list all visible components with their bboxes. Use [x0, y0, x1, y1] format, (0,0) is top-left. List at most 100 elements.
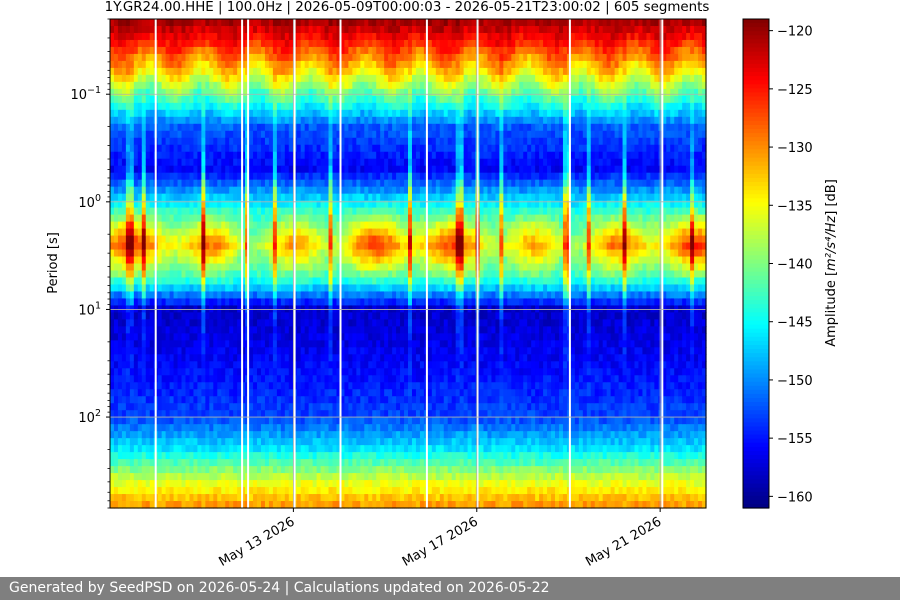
- heatmap-cell: [316, 228, 322, 237]
- heatmap-cell: [189, 466, 195, 474]
- heatmap-cell: [284, 81, 290, 90]
- heatmap-cell: [237, 368, 242, 376]
- heatmap-cell: [145, 228, 151, 237]
- heatmap-cell: [201, 319, 206, 327]
- heatmap-cell: [388, 361, 393, 369]
- heatmap-cell: [376, 116, 381, 125]
- heatmap-cell: [364, 445, 369, 453]
- heatmap-cell: [221, 53, 226, 62]
- heatmap-cell: [185, 95, 191, 104]
- heatmap-cell: [316, 214, 322, 223]
- heatmap-cell: [201, 501, 206, 509]
- heatmap-cell: [221, 452, 226, 460]
- heatmap-cell: [260, 424, 266, 432]
- heatmap-cell: [284, 74, 290, 83]
- heatmap-cell: [300, 277, 306, 286]
- heatmap-cell: [221, 382, 226, 390]
- heatmap-cell: [213, 480, 218, 488]
- heatmap-cell: [268, 347, 274, 355]
- heatmap-cell: [328, 375, 334, 383]
- heatmap-cell: [165, 326, 171, 334]
- heatmap-cell: [121, 200, 127, 209]
- heatmap-cell: [253, 403, 258, 411]
- heatmap-cell: [364, 263, 369, 272]
- heatmap-cell: [308, 25, 314, 34]
- heatmap-cell: [332, 200, 338, 209]
- heatmap-cell: [344, 242, 349, 251]
- heatmap-cell: [209, 256, 214, 265]
- heatmap-cell: [316, 270, 322, 279]
- heatmap-cell: [205, 186, 210, 195]
- heatmap-cell: [249, 270, 254, 279]
- heatmap-cell: [316, 424, 322, 432]
- heatmap-cell: [149, 417, 155, 425]
- heatmap-cell: [241, 480, 246, 488]
- heatmap-cell: [272, 361, 278, 369]
- heatmap-cell: [257, 291, 262, 300]
- heatmap-cell: [241, 284, 246, 293]
- heatmap-cell: [332, 312, 338, 320]
- heatmap-cell: [300, 46, 306, 55]
- heatmap-cell: [189, 382, 195, 390]
- heatmap-cell: [348, 46, 353, 55]
- heatmap-cell: [237, 179, 242, 188]
- heatmap-cell: [304, 487, 310, 495]
- heatmap-cell: [233, 39, 238, 48]
- heatmap-cell: [201, 221, 206, 230]
- heatmap-cell: [217, 53, 222, 62]
- heatmap-cell: [328, 459, 334, 467]
- heatmap-cell: [133, 480, 139, 488]
- heatmap-cell: [213, 32, 218, 41]
- heatmap-cell: [328, 32, 334, 41]
- heatmap-cell: [360, 74, 365, 83]
- heatmap-cell: [205, 284, 210, 293]
- heatmap-cell: [348, 473, 353, 481]
- heatmap-cell: [280, 249, 286, 258]
- heatmap-cell: [308, 256, 314, 265]
- heatmap-cell: [189, 19, 195, 27]
- heatmap-cell: [177, 32, 183, 41]
- heatmap-cell: [125, 193, 131, 202]
- heatmap-cell: [280, 193, 286, 202]
- heatmap-cell: [380, 284, 385, 293]
- heatmap-cell: [209, 424, 214, 432]
- heatmap-cell: [249, 137, 254, 146]
- heatmap-cell: [264, 193, 270, 202]
- heatmap-cell: [364, 214, 369, 223]
- heatmap-cell: [193, 326, 199, 334]
- heatmap-cell: [368, 130, 373, 139]
- heatmap-cell: [137, 333, 143, 341]
- heatmap-cell: [161, 74, 167, 83]
- heatmap-cell: [253, 494, 258, 502]
- heatmap-cell: [264, 221, 270, 230]
- heatmap-cell: [324, 130, 330, 139]
- heatmap-cell: [356, 151, 361, 160]
- heatmap-cell: [312, 340, 318, 348]
- heatmap-cell: [221, 109, 226, 118]
- heatmap-cell: [161, 284, 167, 293]
- heatmap-cell: [253, 53, 258, 62]
- heatmap-cell: [336, 32, 342, 41]
- heatmap-cell: [225, 137, 230, 146]
- heatmap-cell: [320, 242, 326, 251]
- heatmap-cell: [229, 102, 234, 111]
- heatmap-cell: [237, 249, 242, 258]
- heatmap-cell: [213, 53, 218, 62]
- heatmap-cell: [117, 123, 123, 132]
- heatmap-cell: [308, 32, 314, 41]
- heatmap-cell: [121, 347, 127, 355]
- heatmap-cell: [280, 319, 286, 327]
- heatmap-cell: [364, 298, 369, 307]
- heatmap-cell: [264, 102, 270, 111]
- heatmap-cell: [352, 445, 357, 453]
- heatmap-cell: [193, 186, 199, 195]
- heatmap-cell: [328, 326, 334, 334]
- heatmap-cell: [185, 480, 191, 488]
- heatmap-cell: [352, 375, 357, 383]
- heatmap-cell: [300, 431, 306, 439]
- heatmap-cell: [145, 445, 151, 453]
- heatmap-cell: [113, 249, 119, 258]
- heatmap-cell: [129, 207, 135, 216]
- heatmap-cell: [165, 333, 171, 341]
- heatmap-cell: [272, 193, 278, 202]
